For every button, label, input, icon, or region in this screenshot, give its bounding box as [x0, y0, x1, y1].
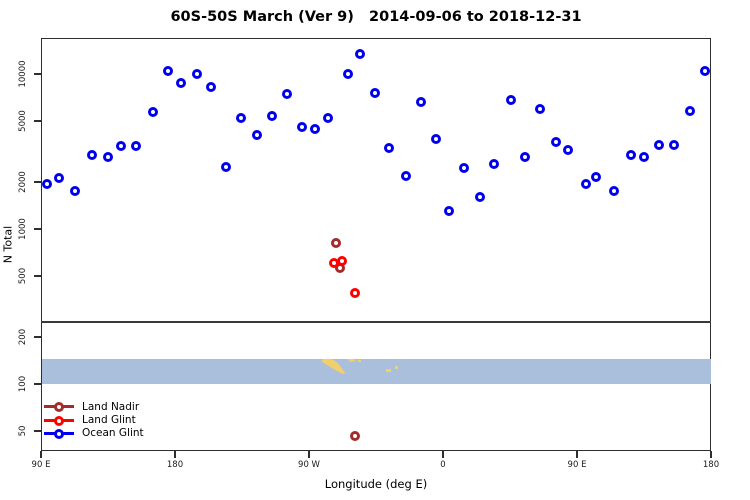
land-glint-point	[350, 287, 361, 298]
ocean-glint-point	[609, 185, 620, 196]
ocean-glint-point	[443, 205, 454, 216]
map-strip	[41, 358, 711, 384]
legend-item: Ocean Glint	[44, 427, 144, 440]
ocean-glint-point	[41, 179, 52, 190]
y-tick-label: 2000	[18, 171, 28, 194]
x-axis-tick	[576, 451, 578, 458]
ocean-glint-point	[342, 68, 353, 79]
x-tick-label: 180	[702, 460, 720, 470]
legend-circle	[54, 402, 64, 413]
x-tick-label: 180	[166, 460, 184, 470]
ocean-glint-point	[384, 143, 395, 154]
map-land-shape	[321, 358, 398, 374]
ocean-glint-point	[519, 151, 530, 162]
plot-area	[41, 38, 711, 451]
map-ocean-band	[41, 358, 711, 384]
ocean-glint-point	[162, 66, 173, 77]
ocean-glint-point	[506, 95, 517, 106]
ocean-glint-point	[147, 106, 158, 117]
x-axis-tick	[442, 451, 444, 458]
legend-label: Land Nadir	[82, 400, 140, 413]
ocean-glint-point	[625, 150, 636, 161]
x-tick-label: 0	[440, 460, 446, 470]
legend-marker-icon	[44, 427, 74, 440]
ocean-glint-point	[266, 110, 277, 121]
ocean-glint-point	[354, 49, 365, 60]
ocean-glint-point	[235, 113, 246, 124]
legend-marker-icon	[44, 400, 74, 413]
ocean-glint-point	[591, 172, 602, 183]
y-axis-tick	[34, 119, 41, 122]
ocean-glint-point	[580, 179, 591, 190]
land-glint-point	[336, 255, 347, 266]
legend-label: Ocean Glint	[82, 427, 144, 440]
x-axis-tick	[710, 451, 712, 458]
y-axis-tick	[34, 228, 41, 230]
legend-circle	[54, 415, 64, 426]
x-tick-label: 90 W	[298, 460, 320, 470]
y-tick-label: 5000	[18, 109, 28, 132]
legend-label: Land Glint	[82, 414, 136, 427]
ocean-glint-point	[639, 152, 649, 163]
y-axis-tick	[34, 429, 41, 432]
y-axis-tick	[34, 274, 41, 277]
ocean-glint-point	[415, 97, 426, 108]
ocean-glint-point	[668, 140, 679, 151]
ocean-glint-point	[488, 158, 499, 169]
land-nadir-point	[350, 431, 361, 442]
ocean-glint-point	[296, 122, 307, 133]
panel-divider-line	[41, 321, 711, 324]
ocean-glint-point	[192, 68, 203, 79]
ocean-glint-point	[700, 65, 711, 76]
ocean-glint-point	[563, 144, 574, 155]
ocean-glint-point	[551, 137, 562, 148]
x-axis-title: Longitude (deg E)	[324, 477, 428, 491]
legend-item: Land Glint	[44, 413, 144, 426]
ocean-glint-point	[281, 89, 292, 100]
ocean-glint-point	[131, 141, 142, 152]
ocean-glint-point	[369, 87, 380, 98]
ocean-glint-point	[653, 140, 664, 151]
x-axis-tick	[308, 451, 310, 458]
ocean-glint-point	[53, 172, 64, 183]
ocean-glint-point	[205, 81, 216, 92]
legend-item: Land Nadir	[44, 400, 144, 413]
y-axis-title: N Total	[1, 225, 15, 264]
legend-marker-icon	[44, 414, 74, 427]
y-tick-label: 100	[18, 375, 28, 393]
legend: Land Nadir Land Glint Ocean Glint	[44, 400, 144, 440]
ocean-glint-point	[458, 163, 469, 174]
ocean-glint-point	[475, 192, 486, 203]
ocean-glint-point	[685, 106, 696, 117]
ocean-glint-point	[400, 170, 411, 181]
ocean-glint-point	[323, 112, 334, 123]
ocean-glint-point	[430, 133, 441, 144]
ocean-glint-point	[70, 185, 81, 196]
x-axis-tick	[40, 451, 42, 458]
legend-circle	[54, 428, 64, 439]
x-tick-label: 90 E	[31, 460, 51, 470]
ocean-glint-point	[116, 140, 127, 151]
ocean-glint-point	[309, 123, 320, 134]
ocean-glint-point	[86, 150, 97, 161]
y-axis-tick	[34, 181, 41, 184]
ocean-glint-point	[220, 162, 231, 173]
chart-title: 60S-50S March (Ver 9) 2014-09-06 to 2018…	[170, 9, 582, 25]
y-tick-label: 50	[18, 425, 28, 437]
ocean-glint-point	[103, 151, 113, 162]
ocean-glint-point	[251, 129, 262, 140]
y-tick-label: 200	[18, 329, 28, 346]
ocean-glint-point	[175, 77, 186, 88]
y-axis-tick	[34, 73, 41, 75]
y-axis-tick	[34, 336, 41, 339]
y-axis-tick	[34, 383, 41, 385]
y-tick-label: 10000	[18, 60, 28, 88]
x-tick-label: 90 E	[567, 460, 587, 470]
ocean-glint-point	[534, 104, 545, 115]
y-tick-label: 1000	[18, 218, 28, 240]
x-axis-tick	[174, 451, 176, 458]
y-tick-label: 500	[18, 267, 28, 284]
land-nadir-point	[330, 237, 341, 248]
